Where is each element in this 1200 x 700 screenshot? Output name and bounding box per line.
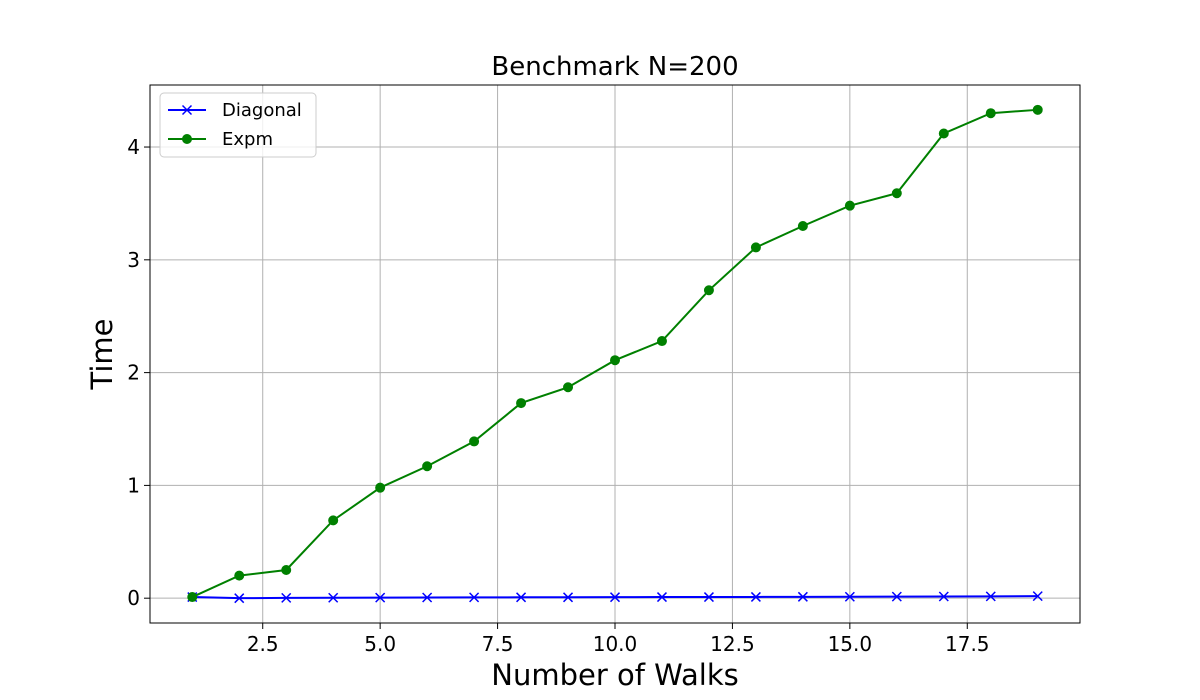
chart-title: Benchmark N=200 [491,52,738,82]
data-point-diagonal [281,592,292,603]
data-point-diagonal [609,592,621,603]
data-point-expm [1032,104,1043,115]
data-point-expm [797,220,808,231]
legend-label-expm: Expm [222,129,273,150]
y-tick-label: 3 [127,248,140,272]
data-point-expm [844,200,855,211]
data-point-diagonal [703,592,714,603]
data-point-expm [563,382,574,393]
series-expm [187,104,1043,603]
y-tick-label: 0 [127,586,140,610]
x-tick-label: 10.0 [593,632,638,656]
data-point-expm [985,108,996,119]
x-tick-label: 7.5 [482,632,514,656]
y-tick-label: 1 [127,473,140,497]
legend-marker-diagonal [181,104,193,116]
y-tick-label: 2 [127,361,140,385]
x-axis-label: Number of Walks [491,658,738,692]
x-tick-label: 5.0 [364,632,396,656]
data-point-diagonal [422,592,433,603]
data-point-diagonal [985,591,996,602]
data-point-expm [656,336,667,347]
data-point-expm [234,570,245,581]
data-point-diagonal [1032,591,1043,602]
legend-label-diagonal: Diagonal [222,100,302,121]
data-point-diagonal [328,592,339,603]
y-axis-label: Time [85,319,119,391]
x-tick-label: 12.5 [710,632,755,656]
data-point-diagonal [375,592,386,603]
legend: Diagonal Expm [159,92,317,158]
x-tick-label: 15.0 [828,632,873,656]
legend-marker-expm [182,134,192,144]
series-diagonal [187,591,1043,604]
data-point-expm [610,355,620,366]
series-group [187,104,1043,604]
data-point-diagonal [234,593,245,604]
x-tick-label: 2.5 [247,632,279,656]
data-point-expm [891,188,902,199]
data-point-expm [281,564,292,575]
data-point-expm [703,285,714,296]
data-point-expm [422,461,433,472]
data-point-expm [469,436,480,447]
data-point-diagonal [750,591,761,602]
data-point-expm [516,398,527,409]
x-tick-label: 17.5 [945,632,990,656]
data-point-expm [187,592,198,603]
data-point-diagonal [797,591,808,602]
data-point-expm [938,128,949,139]
data-point-diagonal [656,592,668,603]
data-point-diagonal [891,591,902,602]
data-point-expm [375,482,386,493]
data-point-diagonal [938,591,949,602]
data-point-diagonal [562,592,574,603]
data-point-expm [750,242,761,253]
y-tick-label: 4 [127,135,140,159]
data-point-diagonal [516,592,527,603]
axis-ticks: 2.5 5.0 7.5 10.0 12.5 15.0 17.5 0 1 2 3 4 [127,135,989,656]
data-point-diagonal [844,591,855,602]
data-point-expm [328,515,339,526]
data-point-diagonal [469,592,480,603]
